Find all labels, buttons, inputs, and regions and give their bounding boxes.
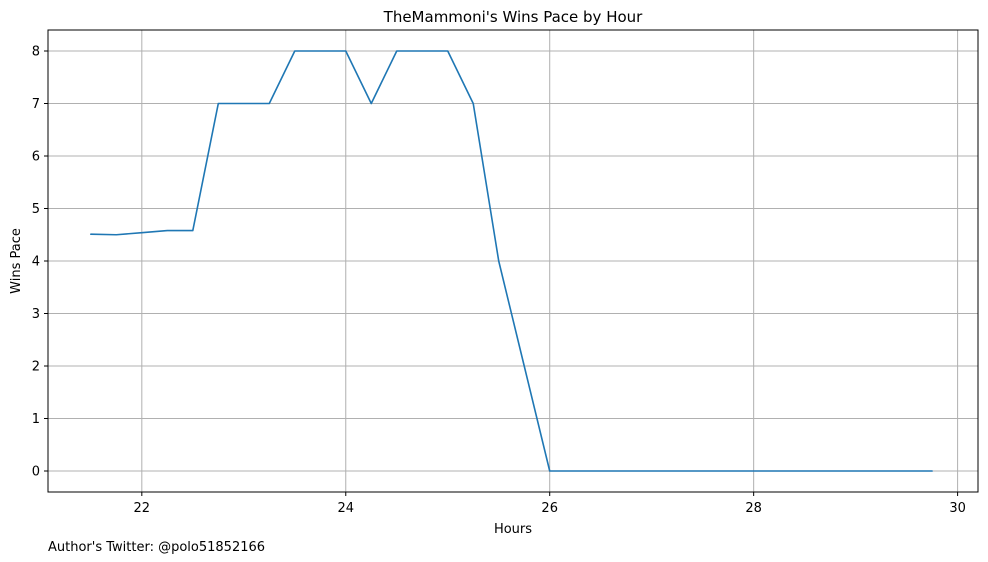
y-tick-label: 0 [32, 465, 40, 480]
x-tick-label: 28 [745, 501, 762, 516]
y-tick-label: 4 [32, 255, 40, 270]
y-tick-label: 6 [32, 150, 40, 165]
y-tick-label: 8 [32, 45, 40, 60]
series-layer [90, 50, 933, 472]
y-tick-label: 3 [32, 307, 40, 322]
author-credit: Author's Twitter: @polo51852166 [48, 540, 265, 555]
y-tick-label: 2 [32, 360, 40, 375]
y-tick-label: 1 [32, 412, 40, 427]
x-axis-label: Hours [494, 522, 532, 537]
chart-title: TheMammoni's Wins Pace by Hour [383, 8, 644, 26]
y-tick-label: 7 [32, 97, 40, 112]
y-axis-label: Wins Pace [9, 228, 24, 294]
axis-ticks: 22 24 26 28 30 0 1 2 3 4 5 6 7 8 [32, 45, 966, 517]
x-tick-label: 22 [134, 501, 151, 516]
wins-pace-line [90, 50, 933, 472]
x-tick-label: 30 [949, 501, 966, 516]
x-tick-label: 26 [541, 501, 558, 516]
x-tick-label: 24 [337, 501, 354, 516]
y-tick-label: 5 [32, 202, 40, 217]
grid-lines [48, 30, 978, 492]
plot-frame [47, 29, 979, 493]
